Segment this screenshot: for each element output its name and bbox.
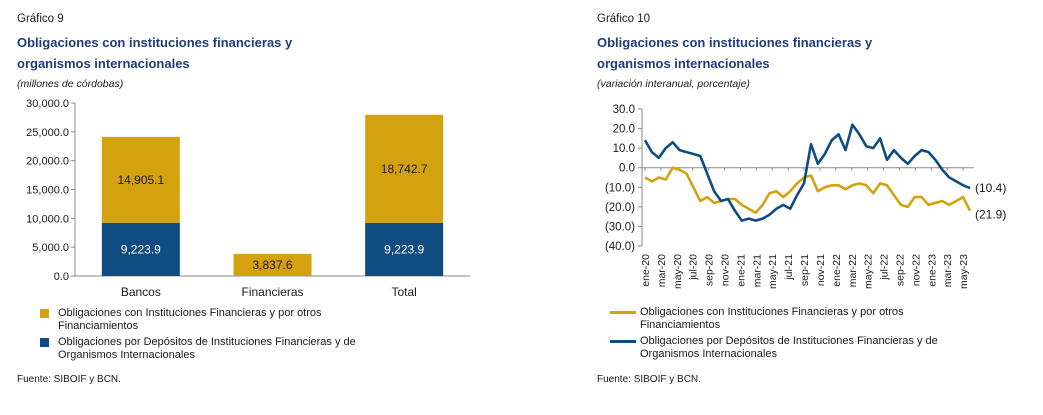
y-tick-label: 25,000.0 (26, 127, 69, 139)
chart-title: Obligaciones con instituciones financier… (597, 32, 872, 74)
y-tick-label: 10.0 (613, 143, 635, 155)
x-tick-label: jul-20 (688, 254, 700, 281)
chart-source: Fuente: SIBOIF y BCN. (17, 374, 121, 385)
x-tick-label: Financieras (241, 285, 303, 299)
y-tick-label: 30.0 (613, 104, 635, 116)
chart-title-line2: organismos internacionales (17, 56, 190, 71)
y-tick-label: 20,000.0 (26, 156, 69, 168)
bar-data-label: 3,837.6 (252, 258, 292, 272)
legend-text-line2: Organismos Internacionales (640, 348, 777, 360)
x-tick-label: nov-22 (910, 254, 922, 286)
x-tick-label: nov-20 (720, 254, 732, 286)
chart-subtitle: (millones de córdobas) (17, 78, 124, 90)
legend-text-line2: Financiamientos (640, 319, 721, 331)
x-tick-label: ene-23 (926, 254, 938, 287)
x-tick-label: Bancos (121, 285, 161, 299)
x-tick-label: Total (391, 285, 416, 299)
legend-text-line1: Obligaciones por Depósitos de Institucio… (58, 336, 356, 348)
y-tick-label: 0.0 (619, 163, 635, 175)
legend-line-navy (610, 340, 636, 343)
x-tick-label: mar-20 (656, 254, 668, 287)
line-legend: Obligaciones con Instituciones Financier… (610, 306, 1030, 364)
chart-source: Fuente: SIBOIF y BCN. (597, 374, 701, 385)
chart-title-line2: organismos internacionales (597, 56, 770, 71)
x-tick-label: mar-21 (751, 254, 763, 287)
x-tick-label: mar-23 (942, 254, 954, 287)
y-tick-label: 30,000.0 (26, 98, 69, 110)
chart-panel-2: Gráfico 10 Obligaciones con institucione… (580, 0, 1043, 415)
x-tick-label: ene-21 (735, 254, 747, 287)
line-chart: 30.0 20.0 10.0 0.0 (10.0) (20.0) (30.0) (40.0) e… (605, 104, 1006, 289)
legend-item-navy: Obligaciones por Depósitos de Institucio… (40, 336, 440, 362)
legend-text-line2: Organismos Internacionales (58, 349, 195, 361)
bar-data-label: 9,223.9 (384, 242, 424, 256)
y-tick-label: 20.0 (613, 124, 635, 136)
legend-item-gold: Obligaciones con Instituciones Financier… (610, 306, 1030, 332)
end-label-gold: (21.9) (975, 208, 1006, 222)
x-tick-label: jul-21 (783, 254, 795, 281)
series-line-navy (643, 123, 971, 222)
y-tick-label: 5,000.0 (32, 242, 69, 254)
bar-data-label: 14,905.1 (117, 173, 164, 187)
y-tick-label: (20.0) (605, 202, 635, 214)
legend-item-navy: Obligaciones por Depósitos de Institucio… (610, 335, 1030, 361)
x-tick-label: sep-20 (704, 254, 716, 286)
legend-item-gold: Obligaciones con Instituciones Financier… (40, 307, 440, 333)
y-tick-label: 0.0 (54, 271, 69, 283)
y-tick-label: (30.0) (605, 221, 635, 233)
y-tick-label: 15,000.0 (26, 185, 69, 197)
x-tick-label: nov-21 (815, 254, 827, 286)
x-tick-label: ene-22 (831, 254, 843, 287)
bar-data-label: 9,223.9 (121, 242, 161, 256)
x-tick-label: sep-22 (894, 254, 906, 286)
y-tick-label: 10,000.0 (26, 213, 69, 225)
chart-title-line1: Obligaciones con instituciones financier… (597, 35, 873, 50)
legend-swatch-gold (40, 309, 49, 318)
bar-legend: Obligaciones con Instituciones Financier… (40, 307, 440, 365)
chart-panel-1: Gráfico 9 Obligaciones con instituciones… (0, 0, 520, 415)
x-tick-label: mar-22 (847, 254, 859, 287)
bar-segment (233, 253, 312, 276)
y-tick-label: (40.0) (605, 241, 635, 253)
x-tick-label: may-22 (863, 254, 875, 289)
x-tick-label: may-20 (672, 254, 684, 289)
figure-label: Gráfico 10 (597, 13, 651, 25)
x-tick-label: ene-20 (640, 254, 652, 287)
x-tick-label: may-21 (767, 254, 779, 289)
figure-label: Gráfico 9 (17, 13, 64, 25)
x-tick-label: sep-21 (799, 254, 811, 286)
bar-segment (365, 114, 444, 223)
x-tick-label: jul-22 (879, 254, 891, 281)
bar-segment (101, 136, 180, 223)
bar-data-label: 18,742.7 (381, 162, 428, 176)
y-tick-label: (10.0) (605, 182, 635, 194)
legend-swatch-navy (40, 338, 49, 347)
bar-segment (101, 222, 180, 276)
bar-segment (365, 222, 444, 276)
legend-text-line1: Obligaciones por Depósitos de Institucio… (640, 335, 938, 347)
chart-title: Obligaciones con instituciones financier… (17, 32, 292, 74)
series-line-gold (644, 166, 972, 214)
x-tick-label: may-23 (958, 254, 970, 289)
legend-text-line2: Financiamientos (58, 320, 139, 332)
chart-subtitle: (variación interanual, porcentaje) (597, 78, 750, 90)
legend-line-gold (610, 311, 636, 314)
bar-chart: 0.0 5,000.0 10,000.0 15,000.0 20,000.0 25,000… (26, 98, 470, 299)
chart-title-line1: Obligaciones con instituciones financier… (17, 35, 293, 50)
legend-text-line1: Obligaciones con Instituciones Financier… (640, 306, 904, 318)
legend-text-line1: Obligaciones con Instituciones Financier… (58, 307, 322, 319)
end-label-navy: (10.4) (975, 181, 1006, 195)
